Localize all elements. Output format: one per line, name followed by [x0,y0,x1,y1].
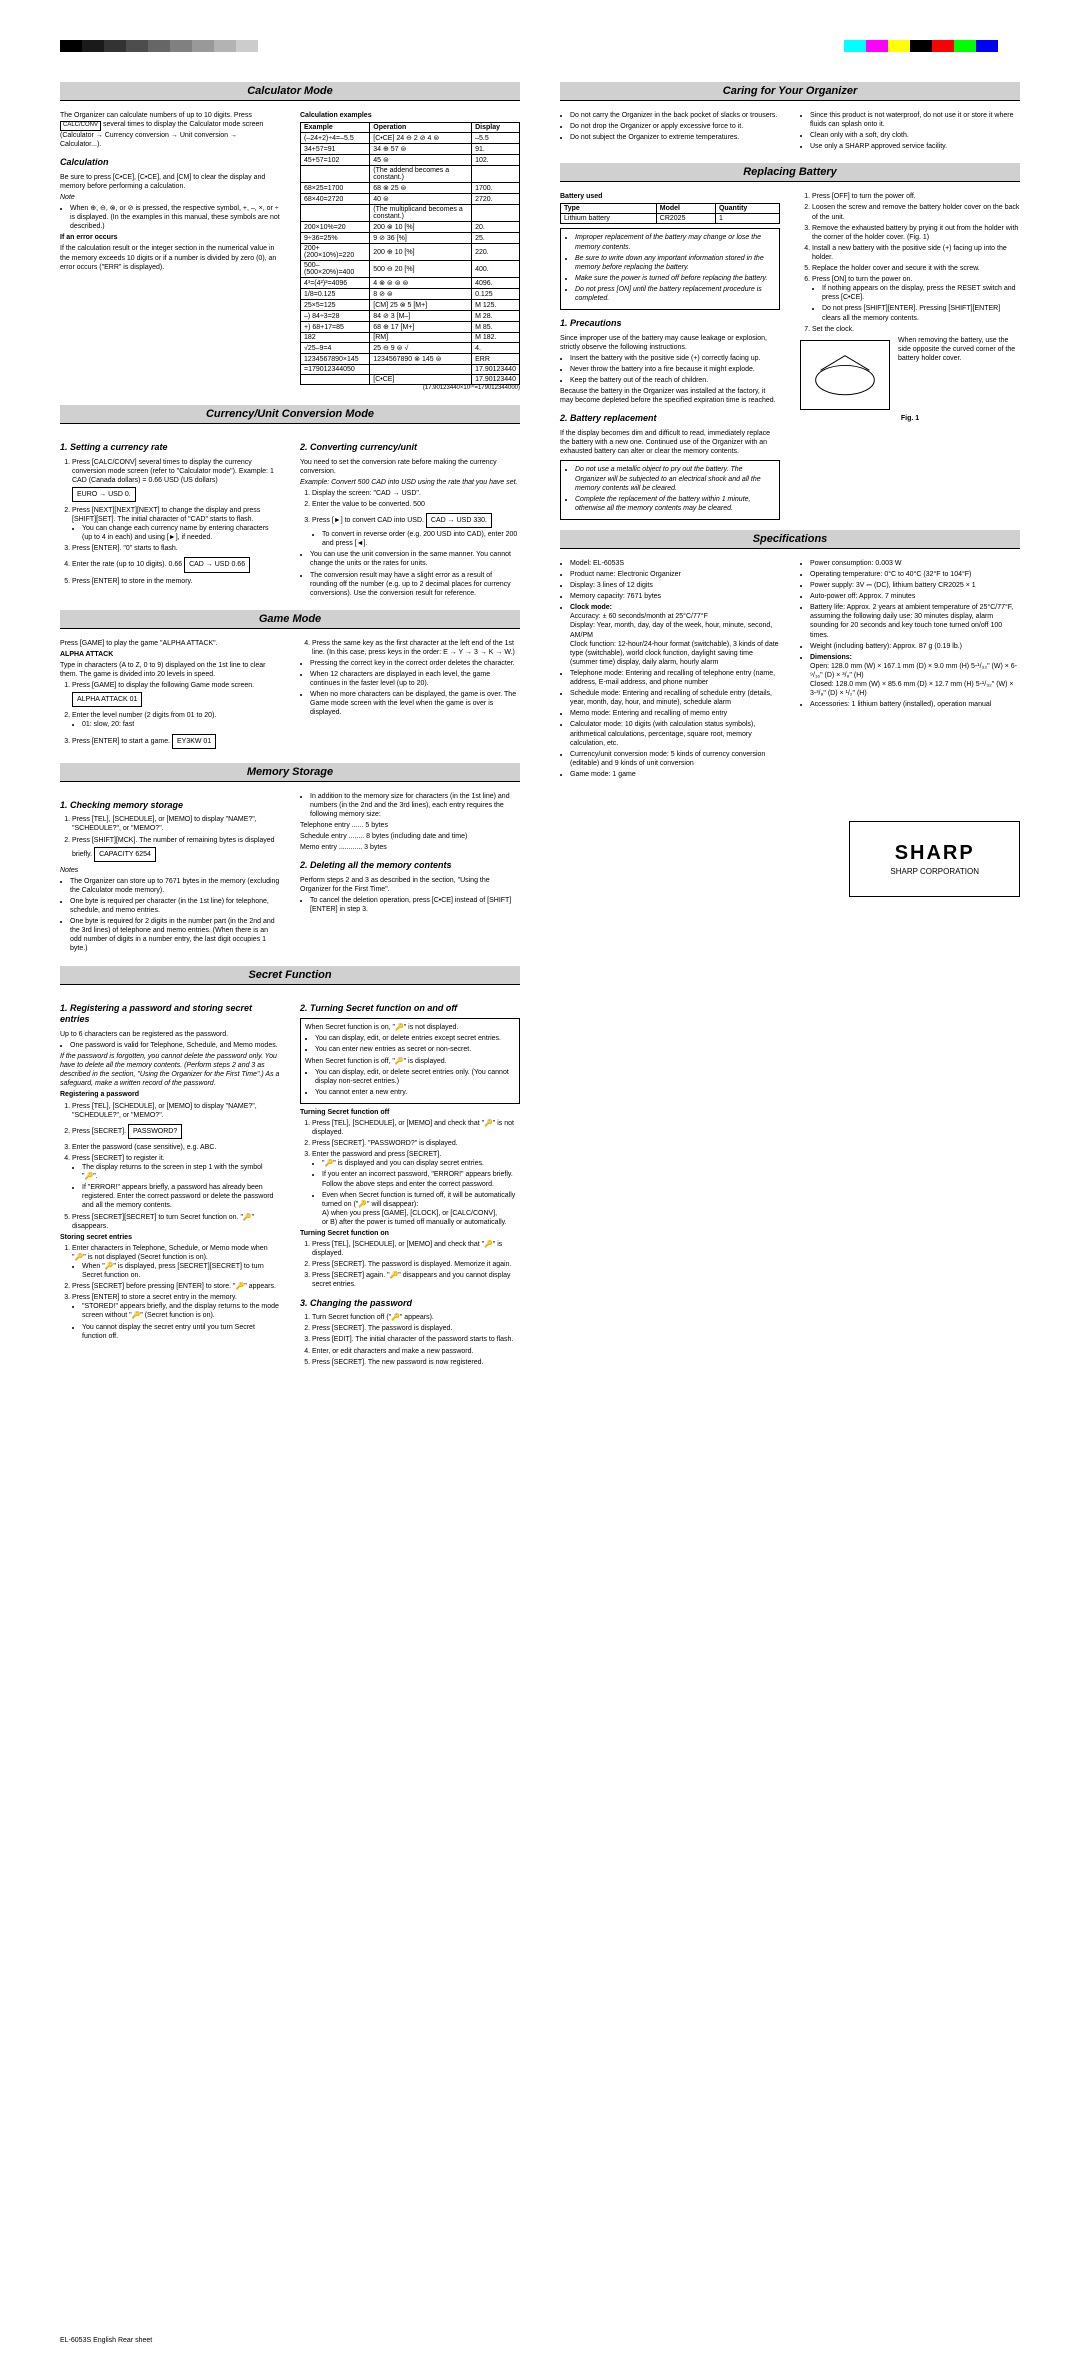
battery-table: TypeModelQuantity Lithium batteryCR20251 [560,203,780,224]
section-calculator: Calculator Mode [60,82,520,101]
examples-footnote: (17.90123440×10¹⁰=179012344000) [300,385,520,393]
err-hdr: If an error occurs [60,233,280,242]
battery-fig-icon [800,340,890,410]
section-secret: Secret Function [60,966,520,985]
calculation-hdr: Calculation [60,157,280,169]
section-game: Game Mode [60,610,520,629]
note-hdr: Note [60,193,280,202]
curr-h1: 1. Setting a currency rate [60,442,280,454]
examples-table: ExampleOperationDisplay (–24+2)÷4=–5.5[C… [300,122,520,385]
sharp-logo: SHARP SHARP CORPORATION [849,821,1020,897]
footer-text: EL-6053S English Rear sheet [60,2337,152,2344]
err-text: If the calculation result or the integer… [60,244,280,271]
section-battery: Replacing Battery [560,163,1020,182]
curr-h2: 2. Converting currency/unit [300,442,520,454]
calculation-text: Be sure to press [C•CE], [C•CE], and [CM… [60,173,280,191]
section-currency: Currency/Unit Conversion Mode [60,405,520,424]
top-bars [60,40,1020,72]
section-specs: Specifications [560,530,1020,549]
examples-hdr: Calculation examples [300,111,520,120]
note-text: When ⊕, ⊖, ⊗, or ⊘ is pressed, the respe… [70,204,280,231]
section-caring: Caring for Your Organizer [560,82,1020,101]
calc-intro: The Organizer can calculate numbers of u… [60,111,280,149]
section-memory: Memory Storage [60,763,520,782]
